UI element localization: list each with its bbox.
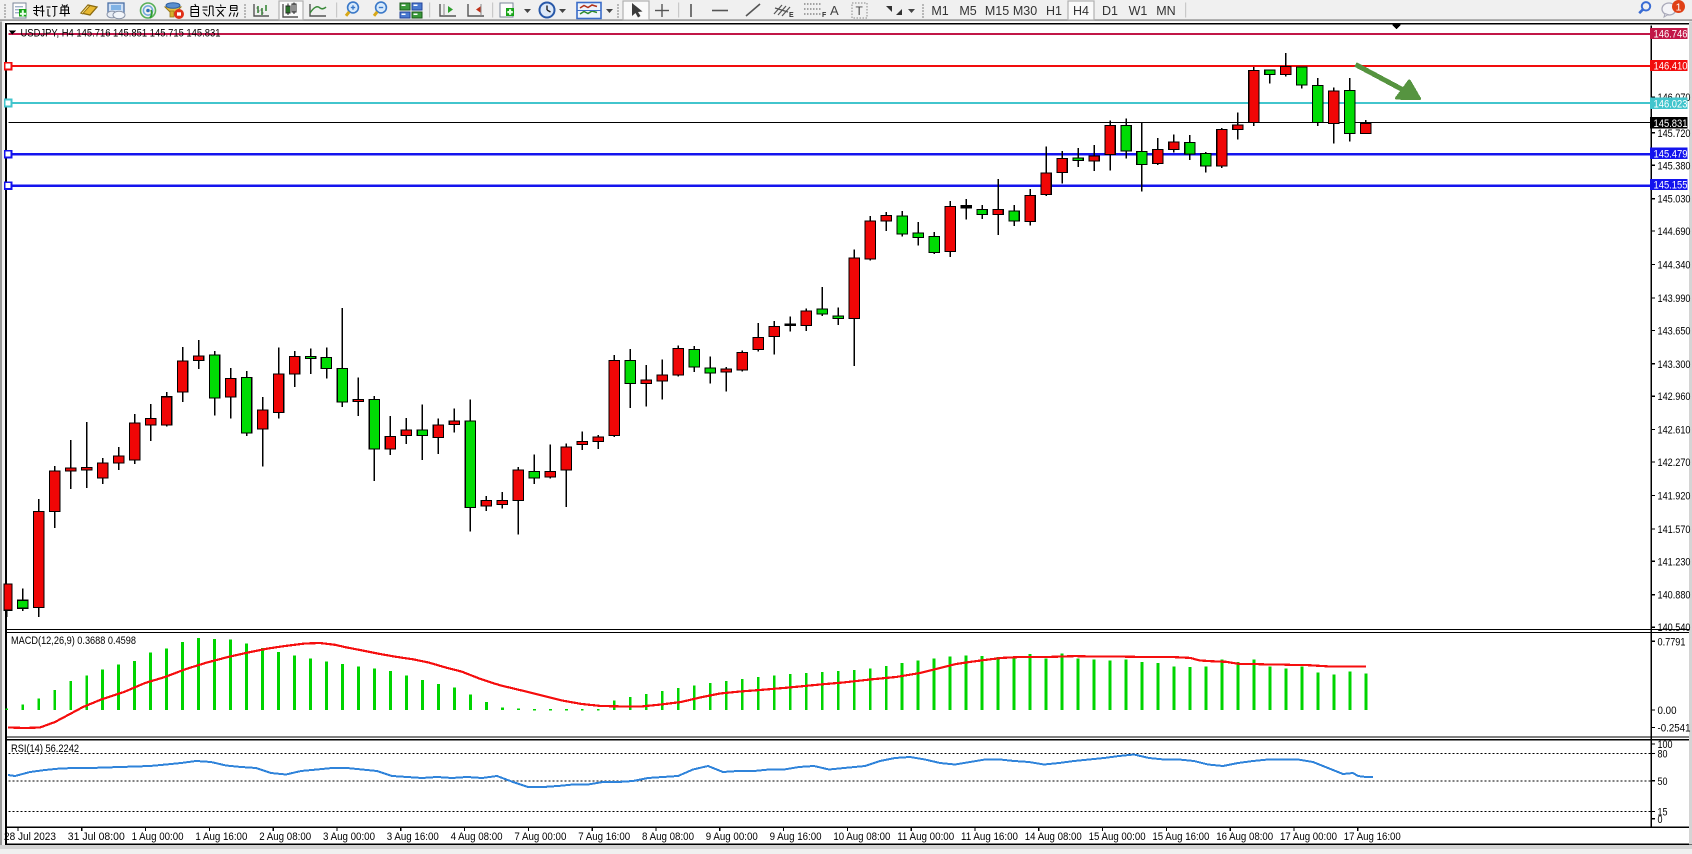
svg-text:8 Aug 08:00: 8 Aug 08:00	[642, 831, 694, 843]
svg-text:145.155: 145.155	[1654, 180, 1688, 192]
svg-text:W1: W1	[1129, 4, 1148, 18]
svg-text:141.570: 141.570	[1658, 524, 1691, 536]
svg-text:3 Aug 16:00: 3 Aug 16:00	[387, 831, 439, 843]
svg-text:1 Aug 16:00: 1 Aug 16:00	[195, 831, 247, 843]
svg-text:10 Aug 08:00: 10 Aug 08:00	[833, 831, 890, 843]
svg-text:146.746: 146.746	[1654, 29, 1688, 41]
svg-text:7 Aug 16:00: 7 Aug 16:00	[578, 831, 630, 843]
svg-text:11 Aug 16:00: 11 Aug 16:00	[961, 831, 1018, 843]
svg-text:7 Aug 00:00: 7 Aug 00:00	[514, 831, 566, 843]
svg-text:M30: M30	[1013, 4, 1037, 18]
svg-text:15 Aug 00:00: 15 Aug 00:00	[1089, 831, 1146, 843]
svg-text:16 Aug 08:00: 16 Aug 08:00	[1216, 831, 1273, 843]
svg-text:145.831: 145.831	[1654, 118, 1688, 130]
svg-text:142.270: 142.270	[1658, 457, 1691, 469]
svg-text:0.7791: 0.7791	[1658, 636, 1686, 648]
svg-text:143.990: 143.990	[1658, 293, 1691, 305]
svg-text:145.030: 145.030	[1658, 194, 1691, 206]
svg-text:142.610: 142.610	[1658, 425, 1691, 437]
svg-text:9 Aug 16:00: 9 Aug 16:00	[770, 831, 822, 843]
svg-text:144.340: 144.340	[1658, 260, 1691, 272]
svg-text:145.380: 145.380	[1658, 160, 1691, 172]
svg-text:MN: MN	[1156, 4, 1175, 18]
svg-text:17 Aug 16:00: 17 Aug 16:00	[1344, 831, 1401, 843]
svg-text:A: A	[830, 3, 839, 18]
svg-text:140.880: 140.880	[1658, 590, 1691, 602]
svg-text:146.023: 146.023	[1654, 99, 1688, 111]
svg-text:E: E	[789, 12, 794, 19]
svg-text:141.920: 141.920	[1658, 491, 1691, 503]
svg-text:141.230: 141.230	[1658, 556, 1691, 568]
svg-text:14 Aug 08:00: 14 Aug 08:00	[1025, 831, 1082, 843]
svg-text:4 Aug 08:00: 4 Aug 08:00	[451, 831, 503, 843]
svg-text:MACD(12,26,9) 0.3688 0.4598: MACD(12,26,9) 0.3688 0.4598	[11, 635, 136, 647]
svg-text:11 Aug 00:00: 11 Aug 00:00	[897, 831, 954, 843]
svg-text:80: 80	[1658, 748, 1668, 760]
svg-text:H1: H1	[1046, 4, 1062, 18]
svg-text:17 Aug 00:00: 17 Aug 00:00	[1280, 831, 1337, 843]
svg-text:0.00: 0.00	[1658, 705, 1677, 717]
svg-text:D1: D1	[1102, 4, 1118, 18]
svg-text:F: F	[822, 12, 827, 19]
svg-text:140.540: 140.540	[1658, 622, 1691, 634]
svg-text:2 Aug 08:00: 2 Aug 08:00	[259, 831, 311, 843]
svg-text:50: 50	[1658, 776, 1668, 788]
svg-text:M15: M15	[985, 4, 1009, 18]
svg-text:143.650: 143.650	[1658, 325, 1691, 337]
svg-text:T: T	[856, 4, 864, 18]
svg-text:146.410: 146.410	[1654, 61, 1688, 73]
svg-text:9 Aug 00:00: 9 Aug 00:00	[706, 831, 758, 843]
svg-text:143.300: 143.300	[1658, 359, 1691, 371]
svg-text:145.479: 145.479	[1654, 148, 1688, 160]
svg-text:1: 1	[1676, 2, 1682, 14]
svg-text:USDJPY, H4 145.716 145.851 14: USDJPY, H4 145.716 145.851 145.715 145.8…	[21, 27, 221, 39]
svg-text:3 Aug 00:00: 3 Aug 00:00	[323, 831, 375, 843]
svg-text:RSI(14) 56.2242: RSI(14) 56.2242	[11, 743, 79, 755]
svg-text:H4: H4	[1073, 4, 1089, 18]
svg-text:142.960: 142.960	[1658, 391, 1691, 403]
svg-text:-0.2541: -0.2541	[1658, 723, 1691, 735]
svg-text:144.690: 144.690	[1658, 226, 1691, 238]
svg-text:M1: M1	[931, 4, 948, 18]
svg-text:1 Aug 00:00: 1 Aug 00:00	[132, 831, 184, 843]
svg-text:15 Aug 16:00: 15 Aug 16:00	[1152, 831, 1209, 843]
svg-text:31 Jul 08:00: 31 Jul 08:00	[68, 831, 125, 843]
svg-text:28 Jul 2023: 28 Jul 2023	[4, 831, 56, 843]
svg-text:M5: M5	[959, 4, 976, 18]
svg-text:0: 0	[1658, 814, 1663, 826]
